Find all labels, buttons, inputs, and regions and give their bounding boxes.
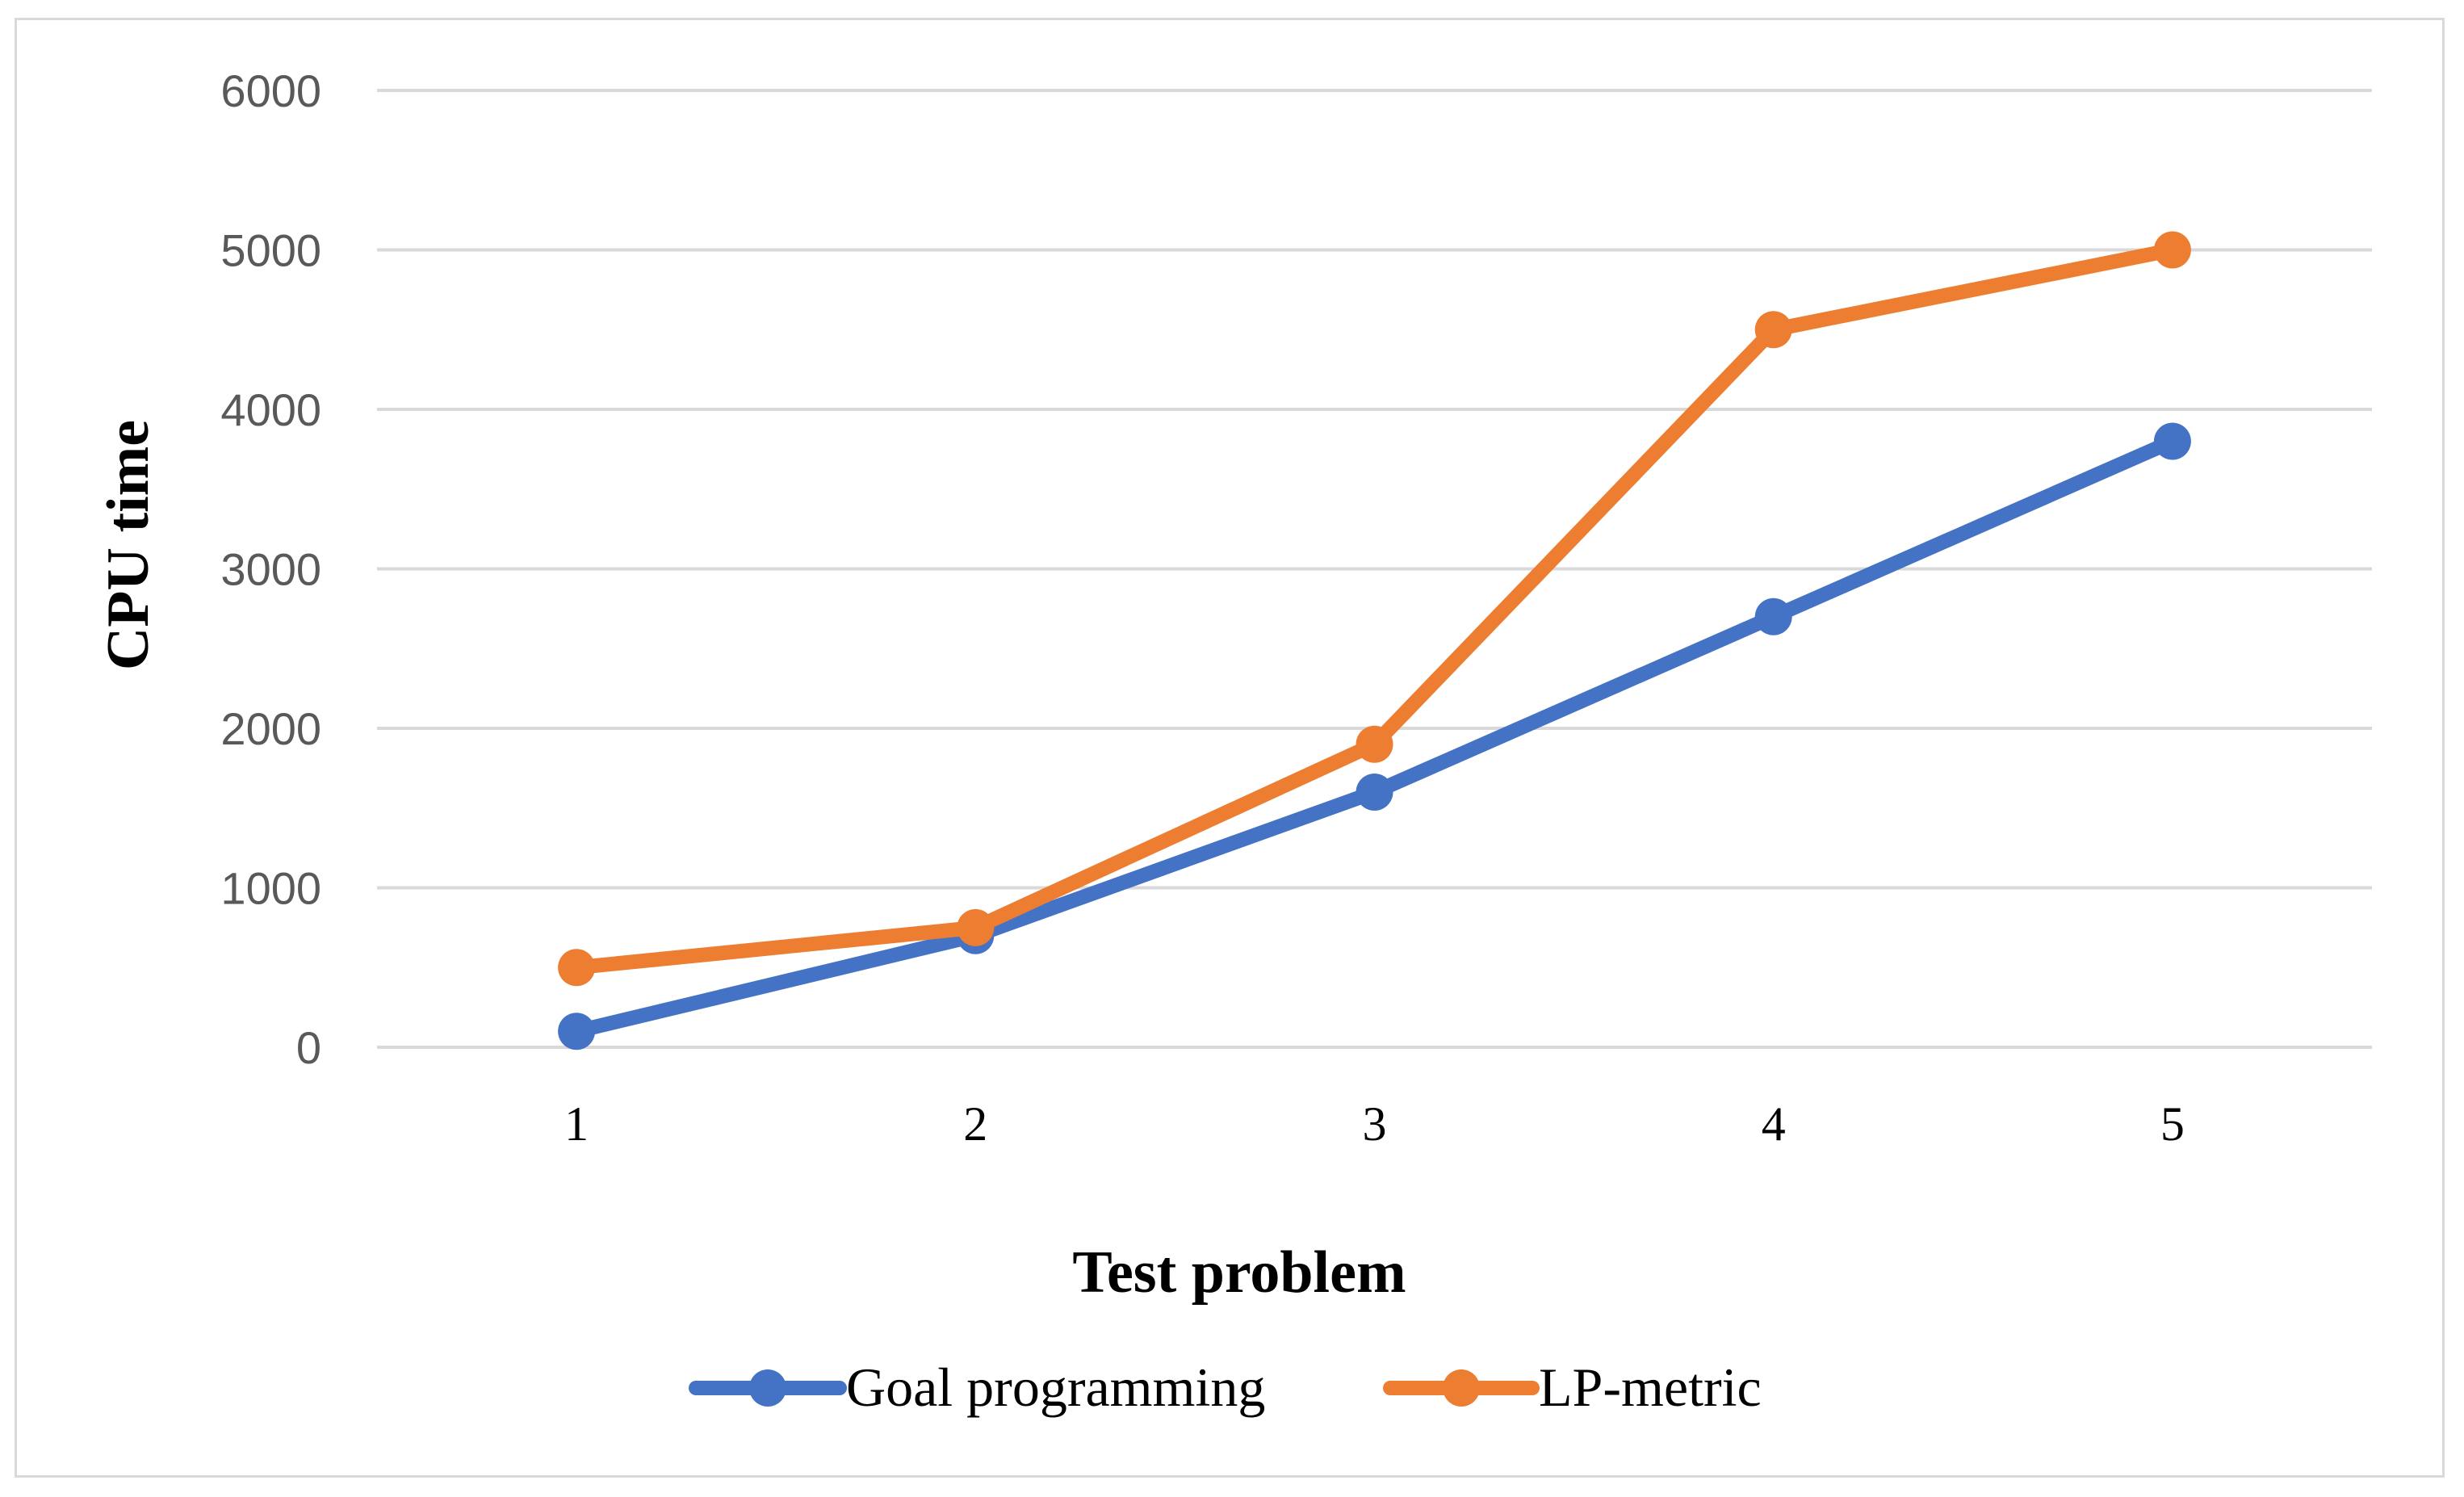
x-tick-label: 5 <box>2160 1097 2185 1151</box>
data-point <box>1754 598 1792 635</box>
data-point <box>1356 725 1393 763</box>
y-tick-label: 0 <box>296 1022 321 1073</box>
legend-label: Goal programming <box>846 1357 1265 1418</box>
series-layer <box>558 231 2191 1050</box>
gridlines <box>377 89 2372 1049</box>
data-point <box>558 949 596 987</box>
y-tick-label: 4000 <box>220 384 321 435</box>
x-tick-label: 3 <box>1363 1097 1387 1151</box>
series-1 <box>558 422 2191 1050</box>
chart-frame <box>15 18 2445 1478</box>
y-tick-label: 2000 <box>220 703 321 754</box>
y-tick-label: 6000 <box>220 65 321 116</box>
x-tick-label: 2 <box>963 1097 987 1151</box>
x-tick-label: 1 <box>564 1097 589 1151</box>
legend: Goal programming LP-metric <box>689 1357 1762 1418</box>
x-axis-title: Test problem <box>1072 1239 1406 1306</box>
y-tick-label: 1000 <box>220 863 321 914</box>
x-tick-label: 4 <box>1762 1097 1786 1151</box>
data-point <box>2153 422 2191 460</box>
legend-swatch-marker <box>1443 1369 1480 1407</box>
data-point <box>957 908 995 946</box>
data-point <box>1754 311 1792 349</box>
y-axis-title: CPU time <box>95 420 161 670</box>
x-axis-ticks: 1 2 3 4 5 <box>564 1097 2185 1151</box>
y-axis-ticks: 0 1000 2000 3000 4000 5000 6000 <box>220 65 321 1073</box>
data-point <box>1356 774 1393 811</box>
legend-swatch-marker <box>749 1369 786 1407</box>
legend-item: LP-metric <box>1383 1357 1762 1418</box>
series-2 <box>558 231 2191 987</box>
data-point <box>558 1013 596 1050</box>
series-line <box>569 242 2180 975</box>
data-point <box>2153 231 2191 269</box>
legend-item: Goal programming <box>689 1357 1265 1418</box>
y-tick-label: 3000 <box>220 544 321 595</box>
y-tick-label: 5000 <box>220 225 321 276</box>
legend-label: LP-metric <box>1539 1357 1762 1418</box>
